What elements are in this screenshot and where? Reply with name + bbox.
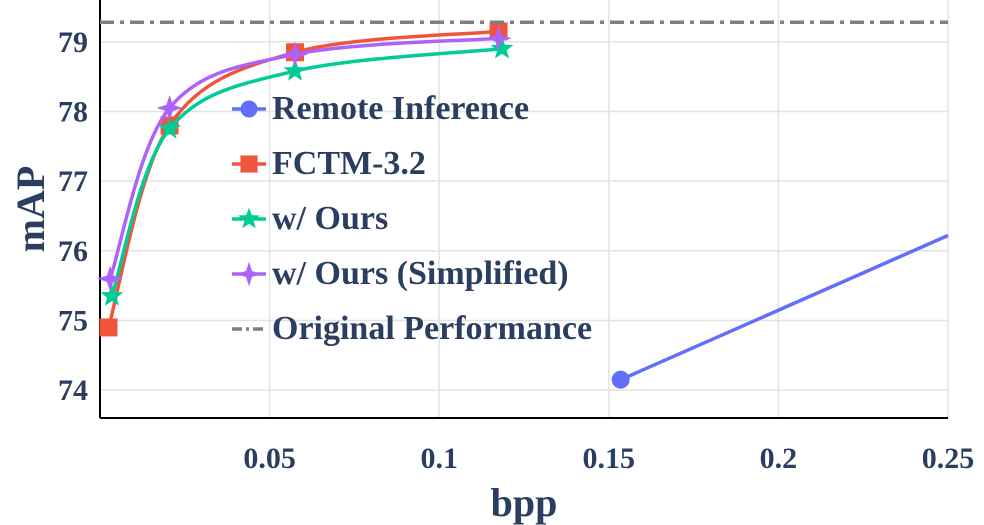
data-point: [100, 284, 124, 306]
y-tick-label: 79: [58, 26, 88, 59]
series-line: [619, 233, 949, 382]
legend-item: FCTM-3.2: [232, 145, 426, 182]
data-point: [611, 370, 630, 389]
x-tick-label: 0.2: [760, 442, 798, 475]
legend-marker: [240, 155, 258, 173]
axes: [99, 0, 948, 419]
data-point: [283, 59, 307, 81]
y-tick-label: 75: [58, 304, 88, 337]
y-tick-label: 74: [58, 374, 88, 407]
series-0: [611, 233, 949, 389]
series-2: [100, 36, 514, 306]
data-point: [282, 41, 309, 68]
series-line: [106, 29, 499, 328]
series-line: [108, 36, 499, 280]
legend-label: Remote Inference: [272, 90, 529, 127]
legend-label: Original Performance: [272, 310, 592, 347]
legend-label: w/ Ours (Simplified): [272, 255, 569, 292]
x-axis-title: bpp: [491, 480, 558, 525]
y-tick-label: 77: [58, 165, 88, 198]
data-point: [158, 116, 181, 139]
x-tick-label: 0.25: [922, 442, 975, 475]
legend-marker: [236, 261, 262, 287]
series-line: [110, 47, 503, 297]
x-tick-label: 0.05: [243, 442, 296, 475]
legend-label: FCTM-3.2: [272, 145, 426, 182]
y-axis-title: mAP: [8, 166, 53, 253]
legend: Remote Inference FCTM-3.2 w/ Ours w/ Ours (…: [232, 90, 592, 347]
data-point: [490, 36, 514, 59]
x-tick-label: 0.15: [583, 442, 636, 475]
grid: [100, 0, 949, 418]
data-point: [99, 318, 118, 337]
data-point: [156, 94, 183, 121]
series-3: [97, 25, 512, 292]
data-point: [97, 265, 124, 292]
data-point: [485, 25, 512, 52]
legend-label: w/ Ours: [272, 200, 388, 237]
x-tick-label: 0.1: [420, 442, 458, 475]
y-tick-label: 76: [58, 235, 88, 268]
legend-item: Remote Inference: [232, 90, 529, 127]
legend-item: Original Performance: [232, 310, 592, 347]
ticks: 0.05 0.1 0.15 0.2 0.25 74 75 76 77 78 79: [58, 26, 974, 475]
legend-marker: [238, 207, 260, 229]
legend-marker: [240, 100, 258, 118]
legend-item: w/ Ours (Simplified): [232, 255, 569, 292]
series-layer: [97, 20, 949, 389]
legend-item: w/ Ours: [232, 200, 388, 237]
y-tick-label: 78: [58, 95, 88, 128]
